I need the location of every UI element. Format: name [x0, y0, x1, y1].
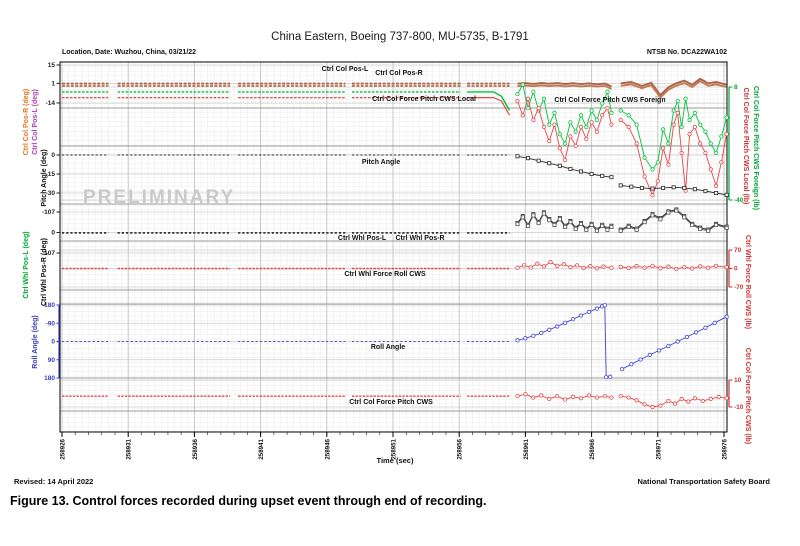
svg-text:70: 70: [734, 247, 742, 254]
inline-label-ctrl-col-pos-r: Ctrl Col Pos-R: [375, 70, 423, 77]
svg-text:258961: 258961: [523, 438, 530, 459]
svg-text:258971: 258971: [655, 438, 662, 459]
svg-text:258956: 258956: [457, 438, 464, 459]
svg-text:-180: -180: [42, 302, 55, 309]
svg-text:258966: 258966: [589, 438, 596, 459]
svg-text:0: 0: [51, 152, 55, 159]
inline-label-roll-angle: Roll Angle: [370, 344, 406, 351]
x-axis-title: Time (sec): [376, 456, 414, 465]
inline-label-ctrl-whl-pos-r: Ctrl Whl Pos-R: [395, 235, 445, 242]
svg-text:15: 15: [48, 62, 56, 69]
svg-text:258976: 258976: [722, 438, 729, 459]
inline-label-ctrl-col-pos-l: Ctrl Col Pos-L: [321, 66, 369, 73]
axis-title-ctrl-col-force-pitch-cws-local-lb-: Ctrl Col Force Pitch CWS Local (lb): [742, 87, 749, 205]
svg-text:0: 0: [51, 230, 55, 237]
svg-text:-90: -90: [46, 320, 56, 327]
location-date: Location, Date: Wuzhou, China, 03/21/22: [62, 49, 197, 56]
svg-text:-40: -40: [734, 197, 744, 204]
axis-title-ctrl-col-force-pitch-cws-lb-: Ctrl Col Force Pitch CWS (lb): [744, 347, 751, 445]
svg-text:-70: -70: [734, 284, 744, 291]
watermark: PRELIMINARY: [83, 187, 236, 208]
svg-text:-30: -30: [46, 190, 56, 197]
organization: National Transportation Safety Board: [637, 477, 770, 486]
inline-label-ctrl-col-force-pitch-cws-local: Ctrl Col Force Pitch CWS Local: [372, 96, 476, 103]
svg-text:90: 90: [48, 357, 56, 364]
svg-text:258931: 258931: [126, 438, 133, 459]
svg-text:258951: 258951: [391, 438, 398, 459]
svg-text:258941: 258941: [258, 438, 265, 459]
svg-text:-10: -10: [734, 404, 744, 411]
axis-title-ctrl-whl-force-roll-cws-lb-: Ctrl Whl Force Roll CWS (lb): [744, 234, 751, 330]
svg-text:258936: 258936: [192, 438, 199, 459]
svg-text:180: 180: [44, 375, 55, 382]
svg-text:8: 8: [734, 84, 738, 91]
ntsb-number: NTSB No. DCA22WA102: [646, 49, 727, 56]
revised-date: Revised: 14 April 2022: [14, 477, 94, 486]
svg-text:258926: 258926: [60, 438, 67, 459]
inline-label-ctrl-col-force-pitch-cws-foreign: Ctrl Col Force Pitch CWS Foreign: [554, 97, 666, 104]
axis-title-pitch-angle-deg-: Pitch Angle (deg): [41, 149, 48, 207]
svg-text:10: 10: [734, 377, 742, 384]
svg-text:-15: -15: [46, 171, 56, 178]
svg-text:107: 107: [44, 250, 55, 257]
inline-label-ctrl-col-force-pitch-cws: Ctrl Col Force Pitch CWS: [349, 399, 433, 406]
figure-caption: Figure 13. Control forces recorded durin…: [10, 494, 487, 508]
axis-title-ctrl-col-pos-r-deg-: Ctrl Col Pos-R (deg): [23, 88, 30, 156]
axis-title-ctrl-col-pos-l-deg-: Ctrl Col Pos-L (deg): [32, 89, 39, 155]
inline-label-ctrl-whl-pos-l: Ctrl Whl Pos-L: [337, 235, 387, 242]
axis-title-ctrl-whl-pos-l-deg-: Ctrl Whl Pos-L (deg): [23, 231, 30, 299]
svg-text:258946: 258946: [324, 438, 331, 459]
inline-label-ctrl-whl-force-roll-cws: Ctrl Whl Force Roll CWS: [344, 271, 426, 278]
inline-label-pitch-angle: Pitch Angle: [361, 159, 401, 166]
svg-text:0: 0: [51, 339, 55, 346]
axis-title-roll-angle-deg-: Roll Angle (deg): [32, 315, 39, 369]
figure-title: China Eastern, Boeing 737-800, MU-5735, …: [271, 31, 529, 43]
svg-text:-14: -14: [46, 100, 56, 107]
axis-title-ctrl-whl-pos-r-deg-: Ctrl Whl Pos-R (deg): [41, 237, 48, 307]
svg-text:0: 0: [734, 266, 738, 273]
svg-text:1: 1: [51, 81, 55, 88]
axis-title-ctrl-col-force-pitch-cws-foreign-lb-: Ctrl Col Force Pitch CWS Foreign (lb): [752, 85, 759, 211]
svg-text:-107: -107: [42, 209, 55, 216]
